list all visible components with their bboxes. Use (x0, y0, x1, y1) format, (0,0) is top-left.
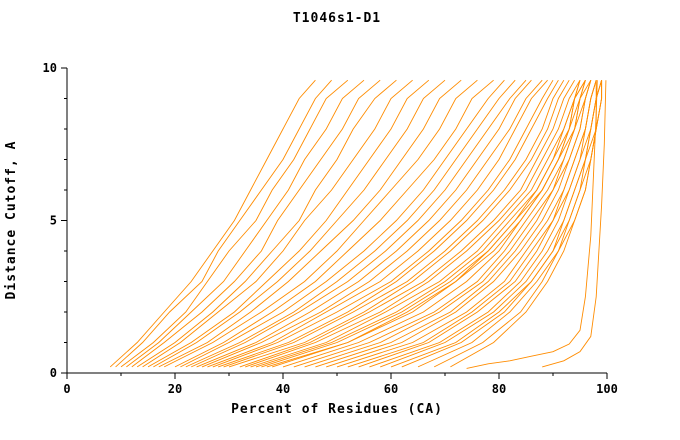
model-curve (153, 79, 446, 368)
model-curve (358, 80, 597, 368)
model-curve (266, 79, 592, 368)
model-curve (158, 79, 462, 368)
model-curve (272, 80, 581, 368)
model-curve-outlier (542, 80, 607, 368)
x-tick-label: 100 (596, 382, 618, 396)
model-curve (174, 79, 494, 368)
x-tick-label: 40 (276, 382, 290, 396)
model-curve (185, 79, 516, 368)
model-curve (126, 79, 365, 368)
model-curve (261, 80, 586, 368)
y-axis-label: Distance Cutoff, A (4, 141, 19, 300)
chart-title: T1046s1-D1 (293, 11, 381, 26)
model-curve (218, 79, 559, 368)
model-curve (245, 79, 581, 368)
model-curve (304, 80, 592, 368)
model-curve (163, 79, 478, 368)
x-tick-label: 80 (492, 382, 506, 396)
model-curve (347, 80, 597, 368)
model-curve (282, 79, 586, 368)
model-curve (120, 79, 349, 368)
model-curves (109, 79, 607, 369)
model-curve (201, 79, 543, 368)
x-tick-label: 20 (168, 382, 182, 396)
axis-ticks: 0 20 40 60 80 100 0 5 10 (43, 61, 618, 396)
y-tick-label: 10 (43, 61, 57, 75)
model-curve (293, 80, 586, 368)
y-tick-label: 5 (50, 214, 57, 228)
model-curve (212, 79, 554, 368)
model-curve (191, 79, 527, 368)
model-curve (109, 79, 316, 368)
model-curve (115, 79, 332, 368)
model-curve (147, 79, 430, 368)
model-curve (223, 79, 565, 368)
model-curve (196, 79, 532, 368)
model-curve-outlier (466, 80, 598, 369)
model-curve (326, 80, 592, 368)
model-curve (450, 80, 603, 368)
model-curve (142, 79, 413, 368)
model-curve (228, 79, 570, 368)
model-curve (390, 80, 603, 368)
x-tick-label: 0 (63, 382, 70, 396)
x-axis-label: Percent of Residues (CA) (231, 402, 443, 417)
model-curve (207, 79, 548, 368)
model-curve (136, 79, 397, 368)
y-tick-label: 0 (50, 366, 57, 380)
model-curve (239, 79, 575, 368)
x-tick-label: 60 (384, 382, 398, 396)
model-curve (180, 79, 505, 368)
model-curve (131, 79, 381, 368)
